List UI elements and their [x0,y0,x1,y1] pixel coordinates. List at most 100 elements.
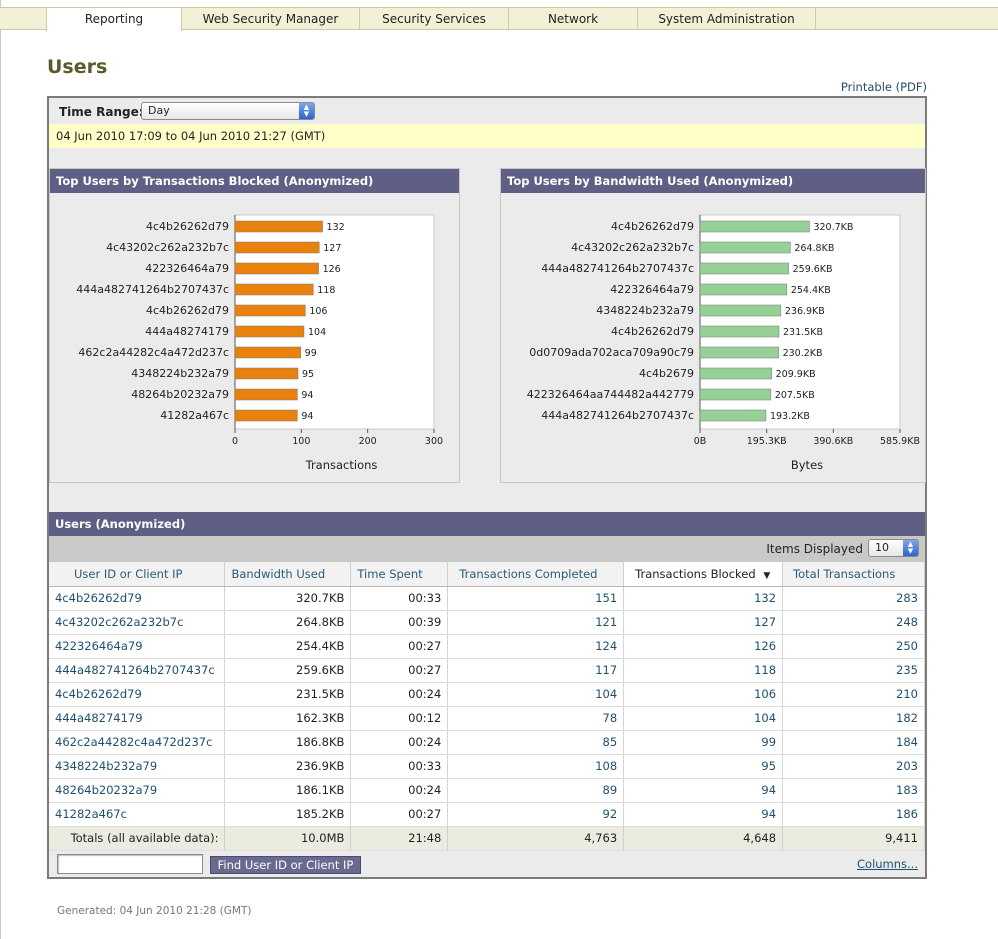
count-link[interactable]: 121 [447,610,625,635]
user-id-link[interactable]: 462c2a44282c4a472d237c [49,730,226,755]
count-link[interactable]: 250 [782,634,925,659]
totals-label: Totals (all available data): [49,826,226,851]
user-id-link[interactable]: 41282a467c [49,802,226,827]
data-label: 259.6KB [793,264,833,275]
columns-link[interactable]: Columns... [857,857,918,871]
tab-web-security-manager[interactable]: Web Security Manager [182,8,360,30]
count-link[interactable]: 182 [782,706,925,731]
tab-reporting[interactable]: Reporting [46,8,182,31]
count-link[interactable]: 92 [447,802,625,827]
tick-label: 0 [232,436,238,447]
find-user-button[interactable]: Find User ID or Client IP [210,856,361,874]
bar [234,283,314,296]
printable-pdf-link[interactable]: Printable (PDF) [840,80,927,94]
category-label: 4c43202c262a232b7c [106,241,229,254]
col-header-user-id[interactable]: User ID or Client IP [49,562,226,587]
user-id-link[interactable]: 48264b20232a79 [49,778,226,803]
items-displayed-bar: Items Displayed 10 ▲ ▼ [49,536,925,562]
user-id-link[interactable]: 444a482741264b2707437c [49,658,226,683]
time-range-label: Time Range: [59,105,144,119]
table-cell: 162.3KB [224,706,352,731]
bar [234,304,306,317]
count-link[interactable]: 118 [623,658,784,683]
tab-security-services[interactable]: Security Services [360,8,509,30]
bar [234,325,305,338]
col-header-transactions-blocked[interactable]: Transactions Blocked ▼ [623,562,784,587]
count-link[interactable]: 94 [623,778,784,803]
table-row: 4c4b26262d79 231.5KB 00:24 104 106 210 [49,682,925,707]
table-header-row: User ID or Client IP Bandwidth Used Time… [49,562,925,587]
total-cell: 21:48 [350,826,449,851]
bar [234,241,320,254]
count-link[interactable]: 117 [447,658,625,683]
category-label: 48264b20232a79 [131,388,229,401]
data-label: 118 [317,285,335,296]
count-link[interactable]: 183 [782,778,925,803]
count-link[interactable]: 85 [447,730,625,755]
count-link[interactable]: 99 [623,730,784,755]
count-link[interactable]: 94 [623,802,784,827]
page-title: Users [47,56,108,78]
count-link[interactable]: 186 [782,802,925,827]
count-link[interactable]: 151 [447,586,625,611]
category-label: 444a482741264b2707437c [541,262,694,275]
count-link[interactable]: 210 [782,682,925,707]
table-row: 444a482741264b2707437c 259.6KB 00:27 117 118… [49,658,925,683]
user-id-link[interactable]: 4c4b26262d79 [49,682,226,707]
count-link[interactable]: 283 [782,586,925,611]
time-range-select[interactable]: Day ▲ ▼ [141,102,315,120]
category-label: 4c4b2679 [639,367,694,380]
user-id-link[interactable]: 4348224b232a79 [49,754,226,779]
count-link[interactable]: 248 [782,610,925,635]
date-range-band: 04 Jun 2010 17:09 to 04 Jun 2010 21:27 (… [49,124,925,148]
col-header-transactions-completed[interactable]: Transactions Completed [447,562,625,587]
tab-system-administration[interactable]: System Administration [638,8,816,30]
col-header-bandwidth[interactable]: Bandwidth Used [224,562,352,587]
users-table: User ID or Client IP Bandwidth Used Time… [49,562,925,851]
total-cell: 4,648 [623,826,784,851]
count-link[interactable]: 184 [782,730,925,755]
user-id-link[interactable]: 4c43202c262a232b7c [49,610,226,635]
tick-label: 100 [292,436,310,447]
category-label: 4c4b26262d79 [611,220,694,233]
total-cell: 4,763 [447,826,625,851]
table-cell: 186.1KB [224,778,352,803]
count-link[interactable]: 203 [782,754,925,779]
count-link[interactable]: 78 [447,706,625,731]
items-displayed-select[interactable]: 10 ▲ ▼ [868,539,919,557]
bar [234,346,301,359]
count-link[interactable]: 106 [623,682,784,707]
count-link[interactable]: 126 [623,634,784,659]
table-cell: 231.5KB [224,682,352,707]
bar [234,262,319,275]
bar [234,367,299,380]
count-link[interactable]: 95 [623,754,784,779]
user-id-link[interactable]: 4c4b26262d79 [49,586,226,611]
user-id-link[interactable]: 422326464a79 [49,634,226,659]
count-link[interactable]: 127 [623,610,784,635]
table-row: 4c4b26262d79 320.7KB 00:33 151 132 283 [49,586,925,611]
bar [699,367,772,380]
table-cell: 00:24 [350,730,449,755]
category-label: 422326464a79 [610,283,694,296]
category-label: 422326464a79 [145,262,229,275]
user-id-link[interactable]: 444a48274179 [49,706,226,731]
col-header-label: Transactions Blocked [635,566,756,581]
find-user-input[interactable] [57,854,203,874]
count-link[interactable]: 132 [623,586,784,611]
count-link[interactable]: 235 [782,658,925,683]
col-header-time-spent[interactable]: Time Spent [350,562,449,587]
users-table-title: Users (Anonymized) [49,512,925,536]
tick-label: 585.9KB [880,436,920,447]
col-header-total-transactions[interactable]: Total Transactions [782,562,925,587]
count-link[interactable]: 89 [447,778,625,803]
count-link[interactable]: 108 [447,754,625,779]
count-link[interactable]: 104 [447,682,625,707]
bar [699,220,810,233]
table-cell: 236.9KB [224,754,352,779]
count-link[interactable]: 124 [447,634,625,659]
count-link[interactable]: 104 [623,706,784,731]
table-cell: 00:27 [350,634,449,659]
table-cell: 320.7KB [224,586,352,611]
tab-network[interactable]: Network [509,8,638,30]
